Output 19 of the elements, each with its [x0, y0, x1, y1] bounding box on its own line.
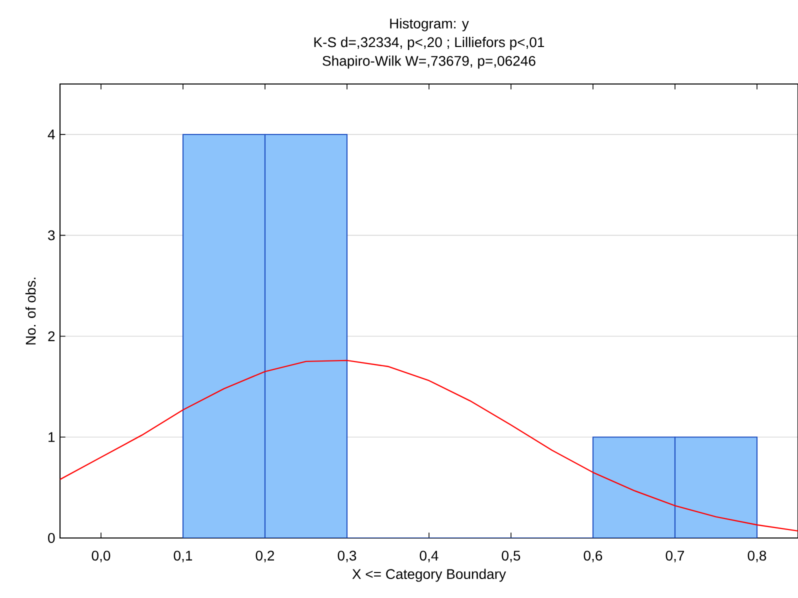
x-tick-label: 0,6: [584, 550, 602, 562]
y-tick-label: 4: [48, 130, 55, 140]
chart-subtitle: K-S d=,32334, p<,20 ; Lilliefors p<,01: [314, 36, 544, 50]
y-tick-label: 3: [48, 230, 55, 240]
chart-title: Histogram: y: [390, 18, 469, 32]
y-tick-label: 0: [48, 533, 55, 543]
x-tick-label: 0,4: [420, 550, 438, 562]
x-tick-label: 0,3: [338, 550, 356, 562]
y-axis-title: No. of obs.: [25, 278, 36, 344]
x-tick-label: 0,2: [256, 550, 274, 562]
x-tick-label: 0,7: [666, 550, 684, 562]
x-tick-label: 0,0: [92, 550, 110, 562]
text: Shapiro-Wilk W=,73679, p=,06246: [322, 56, 536, 69]
x-axis-title: X <= Category Boundary: [352, 568, 506, 582]
x-tick-label: 0,8: [748, 550, 766, 562]
y-tick-label: 1: [48, 432, 55, 442]
x-tick-label: 0,5: [502, 550, 520, 562]
y-tick-label: 2: [48, 331, 55, 342]
x-tick-label: 0,1: [174, 550, 192, 562]
